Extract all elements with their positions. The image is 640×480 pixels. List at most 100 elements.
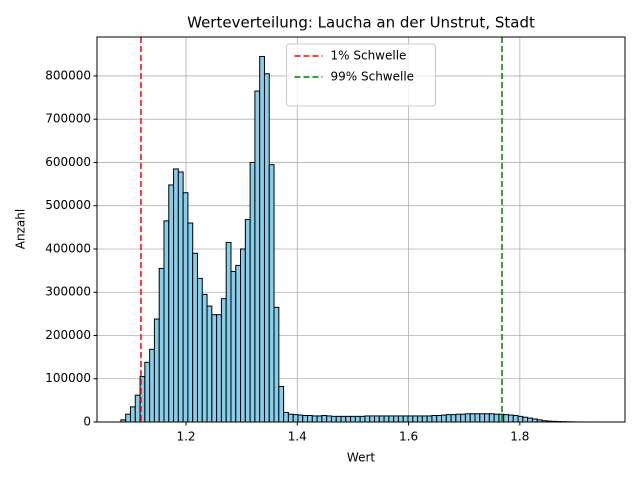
- bar: [393, 415, 399, 423]
- bar: [426, 415, 433, 423]
- bar: [488, 413, 495, 423]
- bar: [144, 361, 151, 423]
- y-tick-label: 300000: [45, 285, 91, 299]
- bars: [120, 55, 600, 423]
- y-tick-label: 0: [83, 415, 91, 429]
- bar: [173, 168, 179, 423]
- bar: [340, 415, 347, 423]
- x-tick-label: 1.4: [288, 430, 307, 444]
- bar: [259, 55, 265, 423]
- bar: [302, 415, 309, 423]
- bar: [297, 414, 304, 423]
- bar: [345, 415, 352, 423]
- bar: [220, 298, 227, 423]
- bar: [436, 415, 443, 423]
- bar: [168, 184, 175, 423]
- legend-box: [286, 43, 436, 107]
- bar: [316, 415, 323, 423]
- y-tick-label: 400000: [45, 241, 91, 255]
- x-tick-label: 1.6: [399, 430, 418, 444]
- bar: [283, 411, 289, 423]
- bar: [431, 415, 438, 423]
- bar: [225, 241, 232, 423]
- bar: [512, 415, 519, 423]
- bar: [402, 415, 409, 423]
- bar: [369, 415, 376, 423]
- bar: [254, 90, 261, 423]
- bar: [469, 413, 476, 423]
- bar: [311, 415, 318, 423]
- bar: [326, 415, 332, 423]
- bar: [177, 171, 184, 423]
- bar: [163, 220, 170, 423]
- y-tick-label: 500000: [45, 198, 91, 212]
- bar: [359, 415, 366, 423]
- bar: [450, 414, 457, 423]
- bar: [211, 314, 218, 423]
- y-tick-label: 200000: [45, 328, 91, 342]
- bar: [268, 164, 275, 423]
- bar: [196, 277, 203, 423]
- overlay: [140, 37, 503, 422]
- bar: [378, 415, 385, 423]
- bar: [201, 293, 208, 423]
- plot-frame: [96, 36, 626, 423]
- bar: [335, 415, 342, 423]
- bar: [249, 161, 256, 423]
- legend-label: 99% Schwelle: [331, 70, 415, 84]
- bar: [350, 415, 356, 423]
- bar: [484, 413, 490, 423]
- bar: [192, 252, 198, 423]
- bar: [330, 415, 337, 423]
- bar: [307, 415, 313, 423]
- bar: [507, 414, 514, 423]
- legend: 1% Schwelle 99% Schwelle: [286, 43, 436, 107]
- bar: [397, 415, 404, 423]
- y-tick-label: 700000: [45, 112, 91, 126]
- bar: [158, 267, 165, 423]
- bar: [273, 306, 280, 423]
- bar: [292, 414, 299, 423]
- bar: [374, 415, 380, 423]
- bar: [263, 73, 270, 423]
- bar: [354, 415, 361, 423]
- bar: [187, 222, 194, 423]
- bar: [503, 414, 509, 423]
- bar: [517, 415, 524, 423]
- bar: [441, 414, 447, 423]
- y-axis-label: Anzahl: [14, 209, 28, 249]
- y-tick-label: 800000: [45, 68, 91, 82]
- bar: [216, 314, 222, 423]
- bar: [527, 417, 533, 423]
- bar: [421, 415, 428, 423]
- bar: [493, 413, 500, 423]
- bar: [321, 415, 328, 423]
- bar: [479, 413, 486, 423]
- bar: [445, 414, 452, 423]
- bar: [244, 219, 251, 423]
- legend-label: 1% Schwelle: [331, 49, 407, 63]
- bar: [235, 264, 242, 423]
- chart-title: Werteverteilung: Laucha an der Unstrut, …: [187, 14, 535, 32]
- bar: [474, 413, 481, 423]
- bar: [230, 270, 237, 423]
- x-tick-label: 1.8: [510, 430, 529, 444]
- bar: [129, 406, 136, 423]
- bar: [364, 415, 371, 423]
- x-tick-label: 1.2: [176, 430, 195, 444]
- bar: [383, 415, 390, 423]
- bar: [455, 413, 462, 423]
- bar: [182, 192, 189, 423]
- bar: [149, 348, 155, 423]
- bar: [240, 248, 246, 423]
- bar: [412, 415, 419, 423]
- bar: [125, 413, 131, 423]
- y-tick-label: 600000: [45, 155, 91, 169]
- bar: [460, 413, 466, 423]
- bar: [153, 318, 160, 423]
- bar: [134, 394, 141, 423]
- bar: [278, 386, 285, 423]
- bar: [464, 413, 471, 423]
